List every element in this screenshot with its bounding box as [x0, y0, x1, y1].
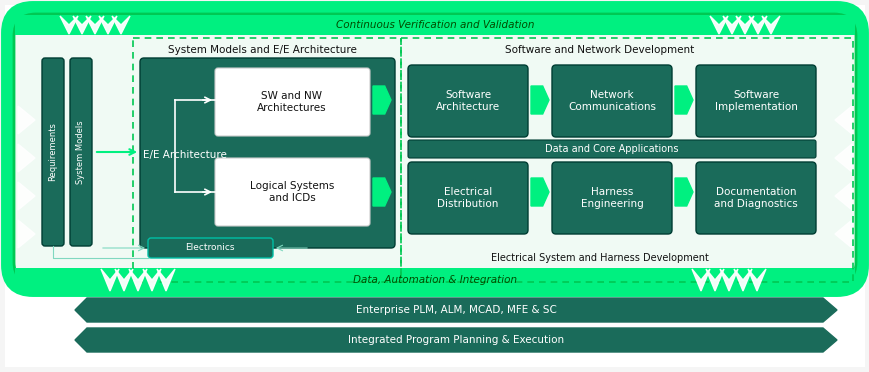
Polygon shape [705, 269, 723, 291]
Text: Software
Implementation: Software Implementation [713, 90, 797, 112]
Text: Requirements: Requirements [49, 122, 57, 182]
Polygon shape [761, 16, 779, 34]
Text: Electronics: Electronics [185, 244, 235, 253]
Polygon shape [735, 16, 753, 34]
Bar [133, 38, 401, 282]
Polygon shape [73, 16, 91, 34]
FancyBboxPatch shape [408, 162, 527, 234]
Polygon shape [373, 178, 390, 206]
Polygon shape [18, 106, 35, 134]
FancyBboxPatch shape [695, 65, 815, 137]
Polygon shape [143, 269, 161, 291]
Text: Data, Automation & Integration: Data, Automation & Integration [353, 275, 516, 285]
Polygon shape [720, 269, 737, 291]
Polygon shape [101, 269, 119, 291]
FancyBboxPatch shape [215, 158, 369, 226]
Text: Harness
Engineering: Harness Engineering [580, 187, 643, 209]
Polygon shape [747, 269, 765, 291]
FancyBboxPatch shape [408, 65, 527, 137]
Polygon shape [722, 16, 740, 34]
Bar [15, 15, 854, 35]
Polygon shape [834, 182, 851, 210]
Text: Software
Architecture: Software Architecture [435, 90, 500, 112]
Text: SW and NW
Architectures: SW and NW Architectures [257, 91, 327, 113]
FancyBboxPatch shape [8, 8, 861, 290]
Text: Documentation
and Diagnostics: Documentation and Diagnostics [713, 187, 797, 209]
Polygon shape [834, 220, 851, 248]
Polygon shape [530, 86, 548, 114]
FancyBboxPatch shape [148, 238, 273, 258]
FancyBboxPatch shape [551, 162, 671, 234]
Polygon shape [834, 106, 851, 134]
Text: Continuous Verification and Validation: Continuous Verification and Validation [335, 20, 534, 30]
Text: Enterprise PLM, ALM, MCAD, MFE & SC: Enterprise PLM, ALM, MCAD, MFE & SC [355, 305, 556, 315]
Bar [401, 38, 852, 282]
FancyBboxPatch shape [70, 58, 92, 246]
Polygon shape [691, 269, 709, 291]
Text: Logical Systems
and ICDs: Logical Systems and ICDs [249, 181, 334, 203]
FancyBboxPatch shape [408, 140, 815, 158]
Polygon shape [18, 144, 35, 172]
Bar [15, 268, 854, 292]
FancyBboxPatch shape [215, 68, 369, 136]
Polygon shape [86, 16, 104, 34]
Text: System Models: System Models [76, 120, 85, 184]
Text: Data and Core Applications: Data and Core Applications [545, 144, 678, 154]
Polygon shape [373, 86, 390, 114]
FancyBboxPatch shape [551, 65, 671, 137]
Polygon shape [156, 269, 175, 291]
Polygon shape [60, 16, 78, 34]
Polygon shape [674, 178, 693, 206]
Text: Electrical
Distribution: Electrical Distribution [437, 187, 498, 209]
Polygon shape [674, 86, 693, 114]
Text: Integrated Program Planning & Execution: Integrated Program Planning & Execution [348, 335, 563, 345]
Polygon shape [99, 16, 116, 34]
Text: Software and Network Development: Software and Network Development [505, 45, 693, 55]
Polygon shape [748, 16, 766, 34]
Polygon shape [75, 298, 836, 322]
FancyBboxPatch shape [14, 14, 855, 284]
Polygon shape [115, 269, 133, 291]
Text: System Models and E/E Architecture: System Models and E/E Architecture [168, 45, 356, 55]
Text: Network
Communications: Network Communications [567, 90, 655, 112]
Polygon shape [709, 16, 727, 34]
FancyBboxPatch shape [695, 162, 815, 234]
FancyBboxPatch shape [140, 58, 395, 248]
FancyBboxPatch shape [42, 58, 64, 246]
Polygon shape [18, 182, 35, 210]
Polygon shape [112, 16, 129, 34]
Polygon shape [129, 269, 147, 291]
Polygon shape [75, 328, 836, 352]
Text: E/E Architecture: E/E Architecture [143, 150, 227, 160]
Polygon shape [834, 144, 851, 172]
Text: Electrical System and Harness Development: Electrical System and Harness Developmen… [490, 253, 708, 263]
Polygon shape [733, 269, 751, 291]
Polygon shape [18, 220, 35, 248]
Polygon shape [530, 178, 548, 206]
